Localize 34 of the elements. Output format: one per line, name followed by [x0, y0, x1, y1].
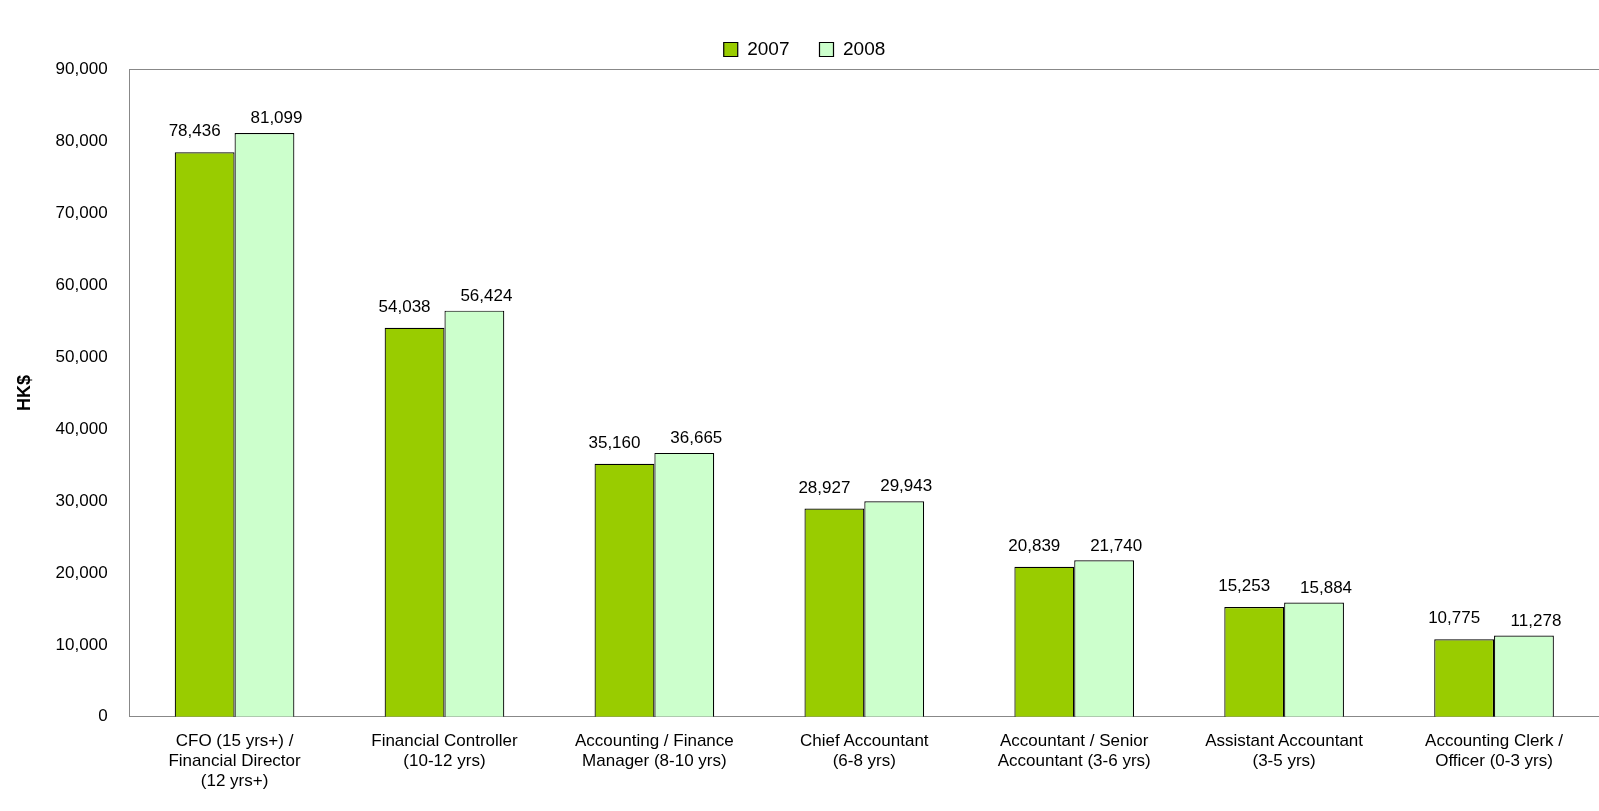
y-axis-title: HK$: [13, 374, 34, 411]
y-tick-label: 20,000: [55, 562, 108, 582]
y-tick-label: 80,000: [55, 130, 108, 150]
y-tick-label: 70,000: [55, 202, 108, 222]
data-label: 56,424: [460, 285, 513, 305]
y-tick-label: 30,000: [55, 490, 108, 510]
data-label: 36,665: [670, 428, 723, 448]
data-label: 11,278: [1510, 610, 1562, 630]
x-tick-label: Accounting / Finance Manager (8-10 yrs): [575, 730, 734, 771]
data-label: 15,884: [1300, 577, 1353, 597]
y-tick-label: 90,000: [55, 58, 108, 78]
data-label: 54,038: [378, 297, 431, 317]
data-label: 20,839: [1008, 535, 1061, 555]
y-tick-label: 50,000: [55, 346, 108, 366]
data-label: 29,943: [880, 476, 933, 496]
x-tick-label: Accounting Clerk / Officer (0-3 yrs): [1425, 730, 1564, 771]
data-label: 28,927: [798, 477, 851, 497]
x-tick-label: Financial Controller (10-12 yrs): [371, 730, 519, 771]
legend-label: 2007: [747, 37, 790, 59]
y-tick-label: 10,000: [55, 634, 108, 654]
data-label: 81,099: [250, 108, 303, 128]
y-tick-label: 0: [98, 706, 108, 726]
data-label: 10,775: [1428, 608, 1481, 628]
legend-label: 2008: [843, 37, 886, 59]
data-label: 15,253: [1218, 576, 1271, 596]
data-label: 21,740: [1090, 535, 1143, 555]
x-tick-label: Accountant / Senior Accountant (3-6 yrs): [997, 730, 1151, 771]
data-label: 35,160: [588, 432, 641, 452]
data-label: 78,436: [168, 121, 221, 141]
x-tick-label: Chief Accountant (6-8 yrs): [800, 730, 929, 771]
x-tick-label: CFO (15 yrs+) / Financial Director (12 yrs+): [168, 730, 302, 791]
y-tick-label: 60,000: [55, 274, 108, 294]
y-tick-label: 40,000: [55, 418, 108, 438]
x-tick-label: Assistant Accountant (3-5 yrs): [1205, 730, 1364, 771]
